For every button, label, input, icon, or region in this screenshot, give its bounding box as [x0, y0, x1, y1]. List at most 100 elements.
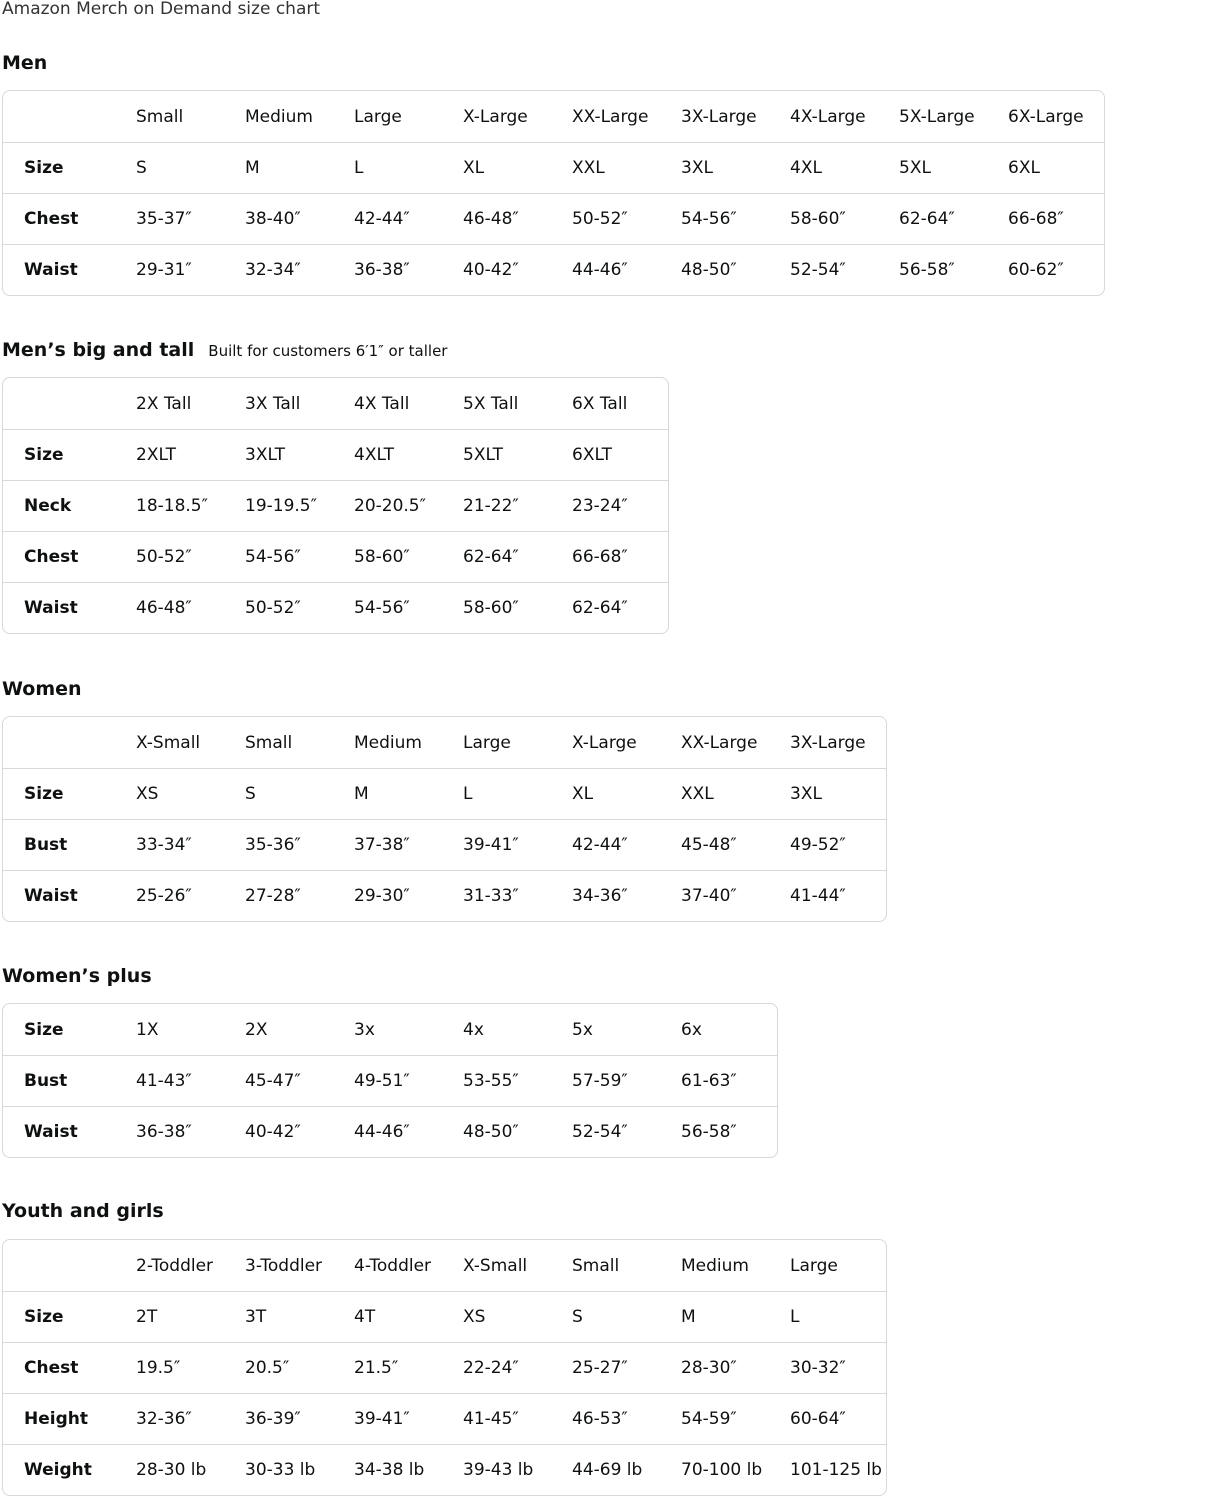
table-cell: 22-24″ [450, 1342, 559, 1393]
row-label: Chest [3, 531, 123, 582]
table-cell: 3T [232, 1291, 341, 1342]
table-cell: 45-48″ [668, 819, 777, 870]
table-cell: S [232, 768, 341, 819]
table-cell: 36-39″ [232, 1393, 341, 1444]
table-cell: XL [559, 768, 668, 819]
table-header-row: Small Medium Large X-Large XX-Large 3X-Large 4… [3, 91, 1104, 142]
table-cell: 52-54″ [559, 1106, 668, 1157]
table-cell: 42-44″ [559, 819, 668, 870]
table-cell: 35-36″ [232, 819, 341, 870]
table-cell: 62-64″ [886, 193, 995, 244]
table-cell: 49-52″ [777, 819, 886, 870]
column-header: Medium [354, 732, 422, 753]
table-cell: 54-56″ [668, 193, 777, 244]
section-title: Women’s plus [2, 965, 152, 987]
table-row: Waist 29-31″ 32-34″ 36-38″ 40-42″ 44-46″ 48-50… [3, 244, 1104, 295]
table-row: Size 2XLT 3XLT 4XLT 5XLT 6XLT [3, 429, 668, 480]
column-header: X-Small [463, 1255, 528, 1276]
table-cell: 6x [681, 1019, 702, 1040]
table-cell: 46-53″ [559, 1393, 668, 1444]
table-cell: 58-60″ [341, 531, 450, 582]
table-cell: 36-38″ [341, 244, 450, 295]
table-cell: 42-44″ [341, 193, 450, 244]
table-cell: 58-60″ [777, 193, 886, 244]
table-cell: 35-37″ [123, 193, 232, 244]
table-cell: 44-69 lb [559, 1444, 668, 1495]
table-cell: M [232, 142, 341, 193]
table-row: Size 1X 2X 3x 4x 5x 6x [3, 1004, 777, 1055]
table-cell: 54-56″ [341, 582, 450, 633]
table-cell: 21-22″ [450, 480, 559, 531]
table-cell: 66-68″ [559, 531, 668, 582]
table-cell: 5XL [886, 142, 995, 193]
section-title: Women [2, 678, 82, 700]
row-label: Bust [3, 819, 123, 870]
column-header: 3-Toddler [245, 1255, 323, 1276]
row-label: Waist [3, 244, 123, 295]
table-cell: 54-56″ [232, 531, 341, 582]
table-row: Waist 46-48″ 50-52″ 54-56″ 58-60″ 62-64″ [3, 582, 668, 633]
table-cell: 4T [341, 1291, 450, 1342]
column-header: X-Large [572, 732, 637, 753]
table-cell: 25-27″ [559, 1342, 668, 1393]
table-cell: XL [450, 142, 559, 193]
table-row: Size 2T 3T 4T XS S M L [3, 1291, 886, 1342]
row-label: Chest [3, 1342, 123, 1393]
size-table: 2-Toddler 3-Toddler 4-Toddler X-Small Small M… [2, 1239, 887, 1496]
table-cell: 6XLT [559, 429, 668, 480]
table-row: Chest 19.5″ 20.5″ 21.5″ 22-24″ 25-27″ 28-30″ 30… [3, 1342, 886, 1393]
table-cell: L [450, 768, 559, 819]
table-cell: 52-54″ [777, 244, 886, 295]
table-cell: XXL [668, 768, 777, 819]
table-cell: 41-44″ [777, 870, 886, 921]
table-cell: 20-20.5″ [341, 480, 450, 531]
column-header: Small [572, 1255, 620, 1276]
table-row: Chest 50-52″ 54-56″ 58-60″ 62-64″ 66-68″ [3, 531, 668, 582]
table-cell: 21.5″ [341, 1342, 450, 1393]
table-cell: 62-64″ [450, 531, 559, 582]
table-cell: 29-31″ [123, 244, 232, 295]
table-cell: S [559, 1291, 668, 1342]
table-cell: M [341, 768, 450, 819]
column-header: 3X Tall [245, 393, 301, 414]
row-label: Weight [3, 1444, 123, 1495]
section-heading: Women’s plus [2, 962, 152, 990]
table-cell: 61-63″ [668, 1055, 777, 1106]
table-cell: 46-48″ [123, 582, 232, 633]
table-cell: 60-62″ [995, 244, 1104, 295]
table-cell: 6XL [995, 142, 1104, 193]
table-cell: 36-38″ [123, 1106, 232, 1157]
table-cell: 48-50″ [668, 244, 777, 295]
row-label: Waist [3, 1106, 123, 1157]
column-header: 5X Tall [463, 393, 519, 414]
column-header: 4-Toddler [354, 1255, 432, 1276]
row-label: Size [3, 429, 123, 480]
column-header: XX-Large [572, 106, 649, 127]
column-header: Medium [681, 1255, 749, 1276]
row-label: Bust [3, 1055, 123, 1106]
column-header: X-Small [136, 732, 201, 753]
column-header: 2-Toddler [136, 1255, 214, 1276]
table-cell: 28-30 lb [123, 1444, 232, 1495]
table-row: Bust 41-43″ 45-47″ 49-51″ 53-55″ 57-59″ 61-63″ [3, 1055, 777, 1106]
table-cell: 25-26″ [123, 870, 232, 921]
table-cell: 34-38 lb [341, 1444, 450, 1495]
table-cell: 3x [354, 1019, 375, 1040]
table-cell: 41-45″ [450, 1393, 559, 1444]
table-cell: 2XLT [123, 429, 232, 480]
table-cell: 45-47″ [232, 1055, 341, 1106]
size-table: 2X Tall 3X Tall 4X Tall 5X Tall 6X Tall Size 2… [2, 377, 669, 634]
table-cell: 49-51″ [341, 1055, 450, 1106]
table-row: Size S M L XL XXL 3XL 4XL 5XL 6XL [3, 142, 1104, 193]
table-cell: 2T [123, 1291, 232, 1342]
column-header: 6X Tall [572, 393, 628, 414]
table-cell: 54-59″ [668, 1393, 777, 1444]
table-cell: 101-125 lb [777, 1444, 886, 1495]
table-cell: 18-18.5″ [123, 480, 232, 531]
table-header-row: 2-Toddler 3-Toddler 4-Toddler X-Small Small M… [3, 1240, 886, 1291]
table-cell: 30-33 lb [232, 1444, 341, 1495]
table-row: Waist 25-26″ 27-28″ 29-30″ 31-33″ 34-36″ 37-40… [3, 870, 886, 921]
table-cell: 1X [136, 1019, 159, 1040]
table-header-row: 2X Tall 3X Tall 4X Tall 5X Tall 6X Tall [3, 378, 668, 429]
table-cell: 39-41″ [341, 1393, 450, 1444]
